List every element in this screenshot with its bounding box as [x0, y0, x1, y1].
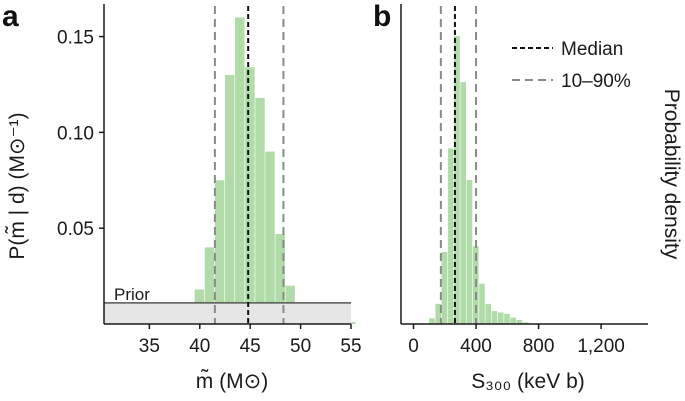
histogram-bar — [214, 180, 225, 324]
histogram-bar — [275, 233, 285, 324]
legend-percentile-label: 10–90% — [561, 71, 631, 92]
panel-b-x-axis-label: S₃₀₀ (keV b) — [471, 370, 585, 393]
legend: Median 10–90% — [512, 39, 631, 92]
histogram-bar — [447, 148, 454, 324]
panel-b: b 0 400 800 1,200 Median 10–90% S₃₀₀ (keV b… — [373, 0, 683, 393]
panel-b-letter: b — [373, 0, 391, 33]
x-tick-label: 50 — [290, 336, 311, 357]
histogram-bar — [485, 303, 492, 324]
x-tick-label: 55 — [340, 336, 361, 357]
histogram-bar — [224, 74, 235, 325]
histogram-bar — [429, 318, 435, 324]
histogram-bar — [497, 312, 504, 324]
legend-median-label: Median — [561, 39, 623, 60]
histogram-bar — [265, 151, 275, 324]
histogram-bar — [435, 303, 442, 324]
histogram-bar — [491, 311, 498, 324]
panel-a-lines — [213, 6, 285, 324]
histogram-bar — [245, 67, 255, 325]
y-tick-label: 0.05 — [57, 219, 94, 240]
histogram-bar — [466, 180, 473, 324]
histogram-bar — [255, 97, 265, 324]
panel-a-letter: a — [2, 0, 19, 33]
histogram-bar — [235, 17, 245, 324]
x-tick-label: 1,200 — [577, 336, 625, 357]
panel-a: a Prior 35 40 45 50 55 0.05 0.10 0.15 m̃ (M⊙) P… — [2, 0, 362, 393]
panel-a-bars — [184, 17, 356, 325]
histogram-bar — [454, 36, 460, 324]
x-tick-label: 800 — [523, 336, 555, 357]
histogram-bar — [441, 252, 448, 324]
panel-a-prior: Prior — [104, 285, 351, 324]
x-tick-label: 45 — [240, 336, 261, 357]
panel-a-y-axis-label: P(m̃ | d) (M⊙⁻¹) — [6, 112, 29, 259]
y-tick-label: 0.15 — [57, 28, 94, 49]
x-tick-label: 40 — [189, 336, 210, 357]
histogram-bar — [479, 283, 485, 324]
x-tick-label: 35 — [139, 336, 160, 357]
histogram-bar — [204, 247, 215, 324]
histogram-bar — [460, 82, 467, 324]
x-tick-label: 0 — [408, 336, 419, 357]
histogram-bar — [510, 317, 517, 324]
histogram-bar — [516, 319, 523, 324]
panel-b-y-axis-label: Probability density — [660, 89, 683, 260]
panel-a-axes: 35 40 45 50 55 0.05 0.10 0.15 — [57, 4, 362, 357]
panel-b-axes: 0 400 800 1,200 — [400, 4, 648, 357]
x-tick-label: 400 — [460, 336, 492, 357]
panel-a-x-axis-label: m̃ (M⊙) — [196, 370, 268, 393]
prior-label: Prior — [114, 285, 150, 304]
panel-b-lines — [439, 6, 478, 324]
histogram-bar — [522, 322, 529, 324]
y-tick-label: 0.10 — [57, 123, 94, 144]
histogram-bar — [504, 313, 510, 324]
prior-band — [104, 302, 351, 324]
